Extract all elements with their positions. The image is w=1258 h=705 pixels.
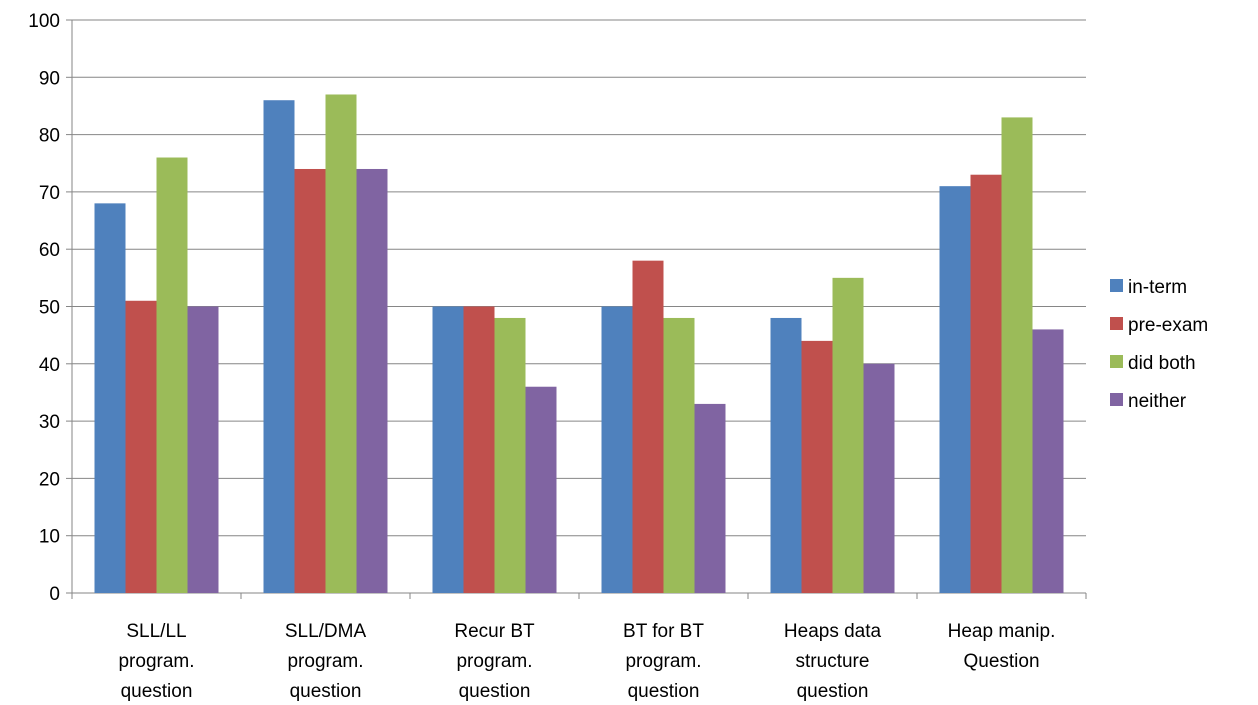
x-category-label: BT for BT bbox=[623, 621, 704, 642]
x-category-label: question bbox=[459, 681, 531, 702]
bar-pre-exam bbox=[801, 340, 833, 593]
bar-in-term bbox=[263, 100, 295, 593]
bar-neither bbox=[694, 403, 726, 593]
legend-label: neither bbox=[1128, 391, 1187, 412]
x-category-label: program. bbox=[287, 651, 363, 672]
x-category-label: program. bbox=[456, 651, 532, 672]
legend-label: in-term bbox=[1128, 277, 1187, 298]
y-tick-label: 50 bbox=[39, 298, 60, 319]
x-category-label: structure bbox=[796, 651, 870, 672]
y-tick-label: 0 bbox=[49, 584, 60, 605]
x-category-label: Recur BT bbox=[454, 621, 535, 642]
bar-neither bbox=[525, 386, 557, 593]
bar-did-both bbox=[663, 317, 695, 593]
bar-pre-exam bbox=[632, 260, 664, 593]
bar-did-both bbox=[156, 157, 188, 593]
bar-in-term bbox=[939, 186, 971, 594]
y-tick-label: 60 bbox=[39, 240, 60, 261]
x-category-label: program. bbox=[118, 651, 194, 672]
y-tick-label: 70 bbox=[39, 183, 60, 204]
bar-did-both bbox=[1001, 117, 1033, 593]
bar-neither bbox=[1032, 329, 1064, 593]
legend-swatch bbox=[1110, 393, 1123, 406]
y-tick-label: 80 bbox=[39, 126, 60, 147]
y-tick-label: 100 bbox=[28, 11, 60, 32]
x-category-label: question bbox=[797, 681, 869, 702]
legend-label: did both bbox=[1128, 353, 1196, 374]
bar-in-term bbox=[432, 306, 464, 593]
bar-neither bbox=[187, 306, 219, 593]
bar-neither bbox=[863, 363, 895, 593]
x-category-label: Heaps data bbox=[784, 621, 882, 642]
legend: in-term pre-exam did both neither bbox=[1110, 277, 1208, 412]
y-tick-label: 20 bbox=[39, 469, 60, 490]
x-category-label: Heap manip. bbox=[948, 621, 1056, 642]
bar-pre-exam bbox=[294, 168, 326, 594]
x-category-label: SLL/DMA bbox=[285, 621, 367, 642]
y-axis-ticks: 0 10 20 30 40 50 60 70 80 90 100 bbox=[28, 11, 72, 605]
y-tick-label: 40 bbox=[39, 355, 60, 376]
bar-pre-exam bbox=[125, 300, 157, 593]
x-category-label: program. bbox=[625, 651, 701, 672]
x-category-label: question bbox=[290, 681, 362, 702]
bar-in-term bbox=[94, 203, 126, 594]
y-tick-label: 30 bbox=[39, 412, 60, 433]
gridlines bbox=[72, 19, 1086, 537]
x-axis-category-labels: SLL/LL program. question SLL/DMA program. que… bbox=[118, 621, 1055, 702]
bar-pre-exam bbox=[970, 174, 1002, 593]
bar-neither bbox=[356, 168, 388, 594]
legend-swatch bbox=[1110, 317, 1123, 330]
x-category-label: SLL/LL bbox=[126, 621, 186, 642]
bars bbox=[94, 94, 1064, 594]
x-category-label: question bbox=[121, 681, 193, 702]
bar-in-term bbox=[770, 317, 802, 593]
bar-pre-exam bbox=[463, 306, 495, 593]
x-category-label: Question bbox=[963, 651, 1039, 672]
legend-label: pre-exam bbox=[1128, 315, 1208, 336]
bar-did-both bbox=[832, 277, 864, 593]
legend-swatch bbox=[1110, 355, 1123, 368]
axes bbox=[71, 20, 1087, 599]
legend-swatch bbox=[1110, 279, 1123, 292]
bar-in-term bbox=[601, 306, 633, 593]
y-tick-label: 90 bbox=[39, 68, 60, 89]
bar-did-both bbox=[325, 94, 357, 594]
x-category-label: question bbox=[628, 681, 700, 702]
y-tick-label: 10 bbox=[39, 527, 60, 548]
bar-did-both bbox=[494, 317, 526, 593]
